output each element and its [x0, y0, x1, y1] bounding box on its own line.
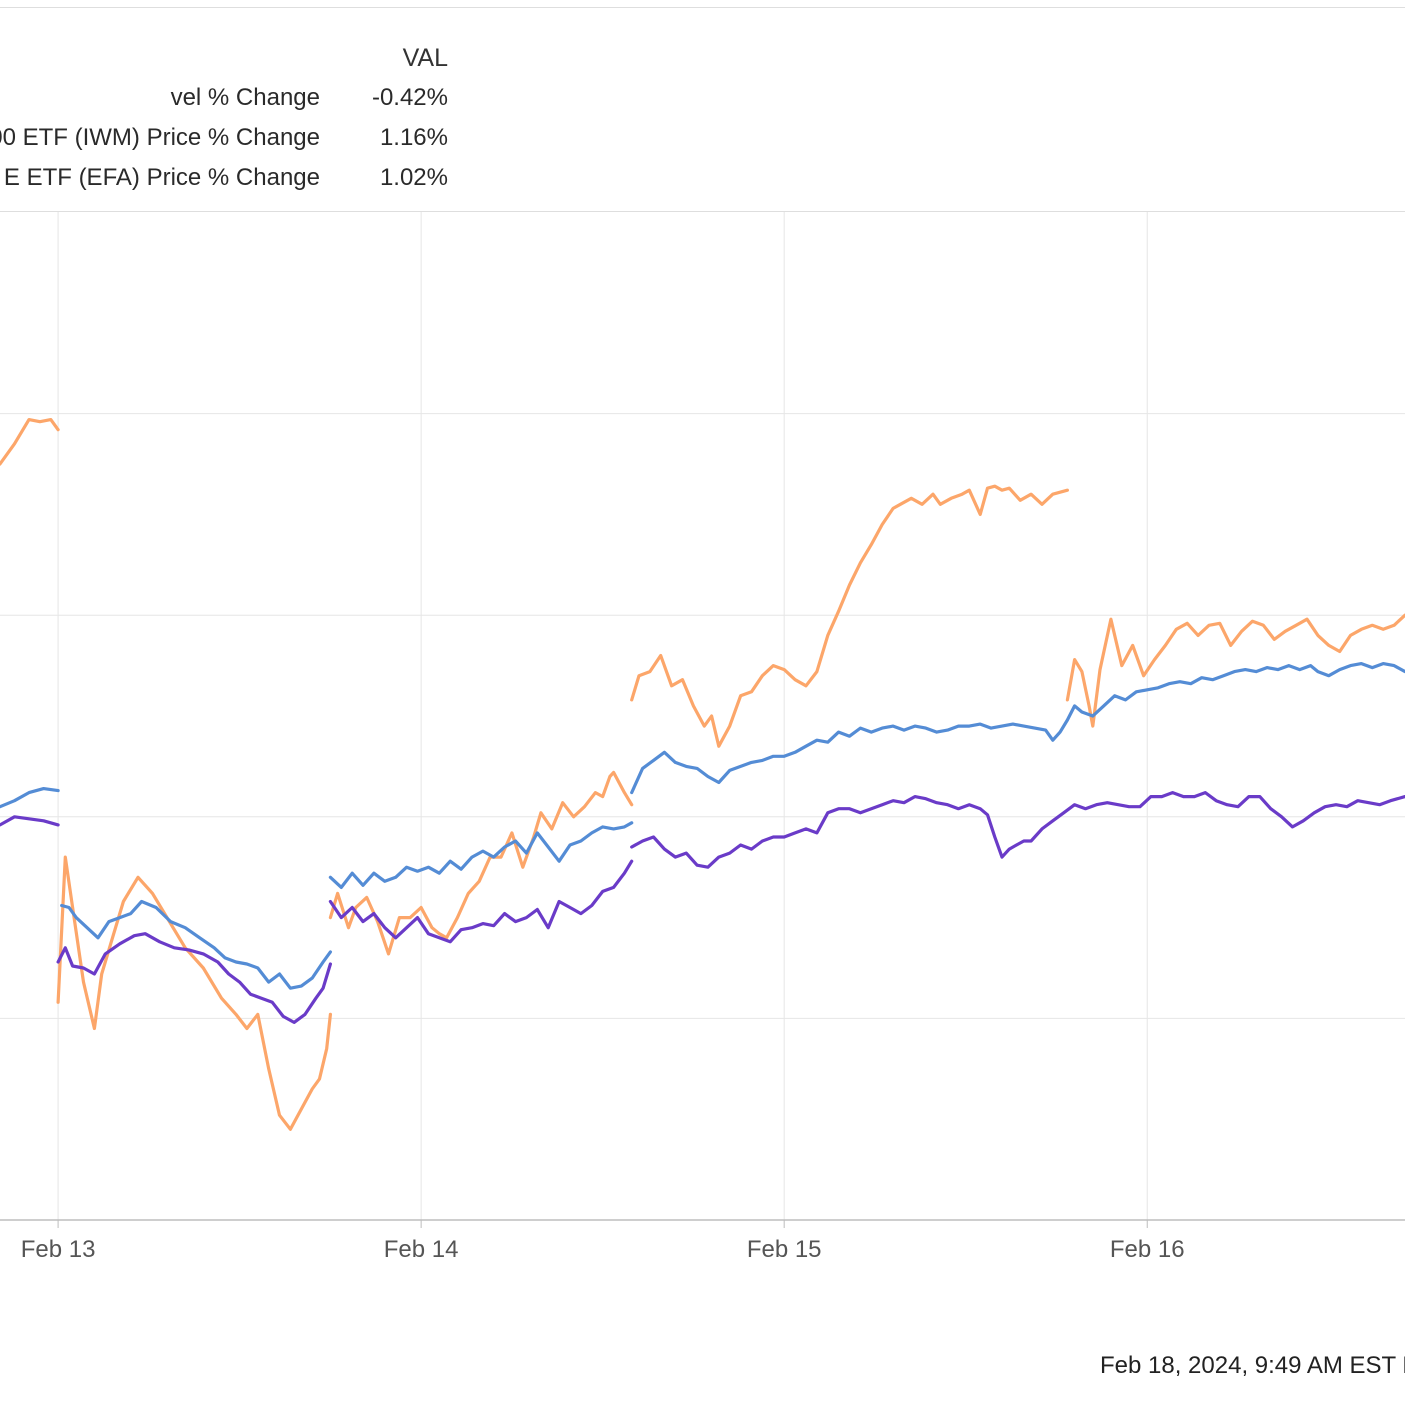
legend-series-name: E ETF (EFA) Price % Change — [3, 164, 320, 191]
x-tick-label: Feb 15 — [747, 1236, 822, 1263]
series-line-1 — [328, 821, 634, 890]
x-tick-label: Feb 13 — [21, 1236, 96, 1263]
series-line-2 — [0, 815, 60, 827]
legend-value-header: VAL — [402, 44, 448, 72]
legend-series-value: -0.42% — [371, 84, 448, 111]
series-line-0 — [56, 855, 332, 1131]
legend-series-name: vel % Change — [170, 84, 320, 111]
x-tick-label: Feb 16 — [1110, 1236, 1185, 1263]
legend-series-value: 1.02% — [379, 164, 448, 191]
series-line-1 — [60, 899, 332, 990]
series-line-0 — [328, 770, 634, 956]
series-line-2 — [630, 790, 1405, 869]
series-line-0 — [630, 484, 1070, 748]
legend-series-value: 1.16% — [379, 124, 448, 151]
series-line-2 — [56, 932, 332, 1025]
line-chart: Feb 13 Feb 14 Feb 15 Feb 16 — [0, 212, 1405, 1263]
legend-row: 00 ETF (IWM) Price % Change 1.16% — [0, 124, 460, 156]
footer-timestamp: Feb 18, 2024, 9:49 AM EST Po — [1100, 1352, 1405, 1379]
x-tick-label: Feb 14 — [384, 1236, 459, 1263]
series-line-1 — [0, 786, 60, 809]
legend-row: vel % Change -0.42% — [0, 84, 460, 116]
series-line-0 — [0, 418, 60, 466]
series-line-2 — [328, 859, 634, 944]
legend-divider — [0, 211, 1405, 212]
legend-series-name: 00 ETF (IWM) Price % Change — [0, 124, 320, 151]
legend-row: E ETF (EFA) Price % Change 1.02% — [0, 164, 460, 196]
top-divider — [0, 7, 1405, 8]
series-line-0 — [1065, 613, 1405, 728]
series-line-1 — [630, 661, 1405, 795]
